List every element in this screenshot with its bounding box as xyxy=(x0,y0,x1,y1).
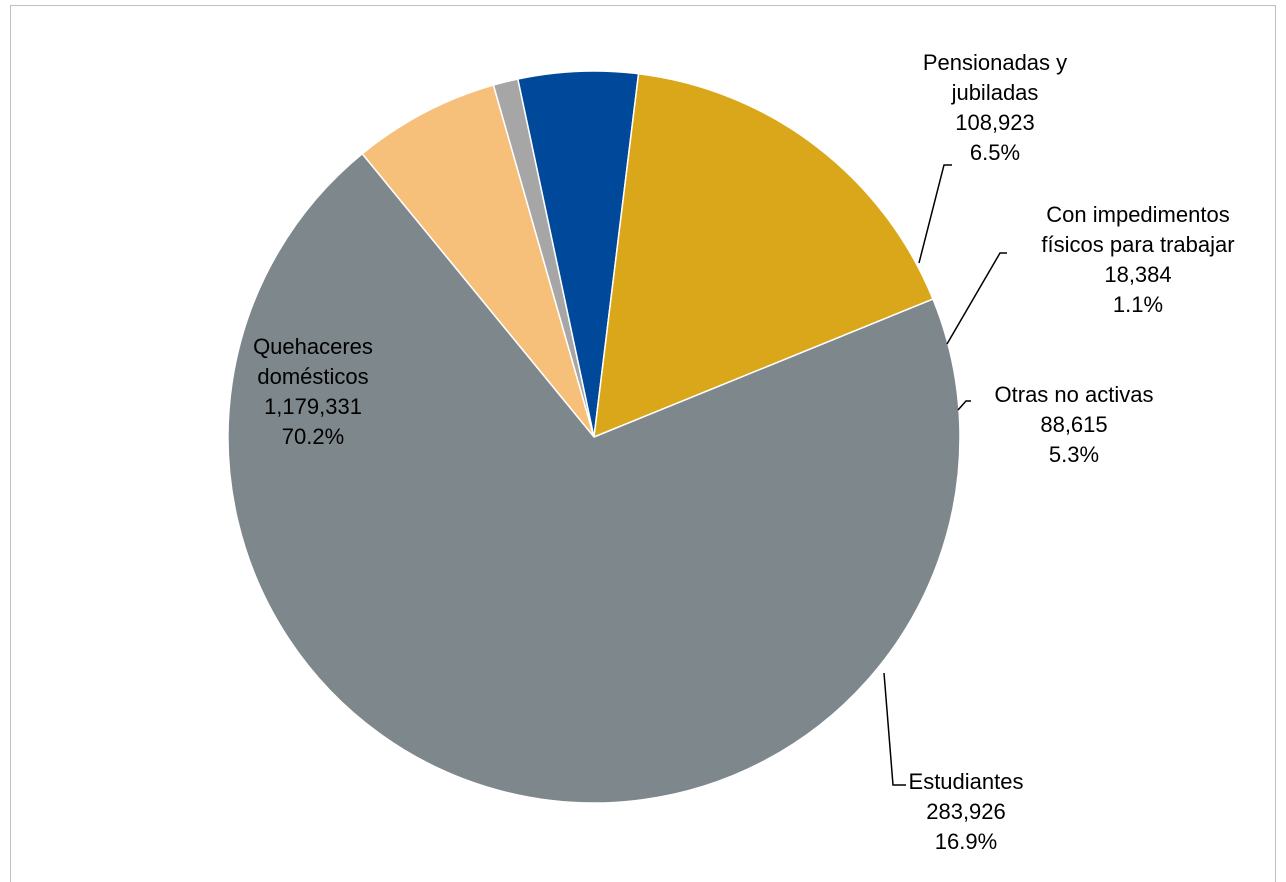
slice-value: 1,179,331 xyxy=(264,394,362,419)
slice-label-1: Pensionadas y jubiladas 108,923 6.5% xyxy=(923,50,1067,165)
leader-line-3 xyxy=(957,400,971,411)
slice-name-line: físicos para trabajar xyxy=(1041,232,1234,257)
slice-name-line: jubiladas xyxy=(951,80,1039,105)
slice-name-line: domésticos xyxy=(257,364,368,389)
slice-percent: 70.2% xyxy=(282,424,344,449)
pie-slices xyxy=(227,70,961,804)
slice-value: 283,926 xyxy=(926,799,1006,824)
slice-value: 18,384 xyxy=(1104,262,1171,287)
slice-value: 88,615 xyxy=(1040,412,1107,437)
slice-labels: Pensionadas y jubiladas 108,923 6.5% Con imp… xyxy=(253,50,1235,854)
leader-line-4 xyxy=(883,672,906,786)
slice-percent: 16.9% xyxy=(935,829,997,854)
pie-slice-5 xyxy=(227,152,961,804)
slice-label-4: Estudiantes 283,926 16.9% xyxy=(909,769,1024,854)
slice-percent: 5.3% xyxy=(1049,442,1099,467)
slice-name-line: Con impedimentos xyxy=(1046,202,1229,227)
leader-line-2 xyxy=(946,252,1007,345)
slice-label-2: Con impedimentos físicos para trabajar 18,… xyxy=(1041,202,1234,317)
pie-slice-4 xyxy=(593,72,934,439)
slice-label-5: Quehaceres domésticos 1,179,331 70.2% xyxy=(253,334,373,449)
pie-slice-1 xyxy=(361,84,595,438)
slice-name-line: Quehaceres xyxy=(253,334,373,359)
leader-line-1 xyxy=(918,164,952,264)
slice-value: 108,923 xyxy=(955,110,1035,135)
slice-percent: 1.1% xyxy=(1113,292,1163,317)
leader-lines xyxy=(883,164,1007,786)
slice-name-line: Estudiantes xyxy=(909,769,1024,794)
slice-name-line: Pensionadas y xyxy=(923,50,1067,75)
slice-label-3: Otras no activas 88,615 5.3% xyxy=(995,382,1154,467)
slice-name-line: Otras no activas xyxy=(995,382,1154,407)
slice-percent: 6.5% xyxy=(970,140,1020,165)
